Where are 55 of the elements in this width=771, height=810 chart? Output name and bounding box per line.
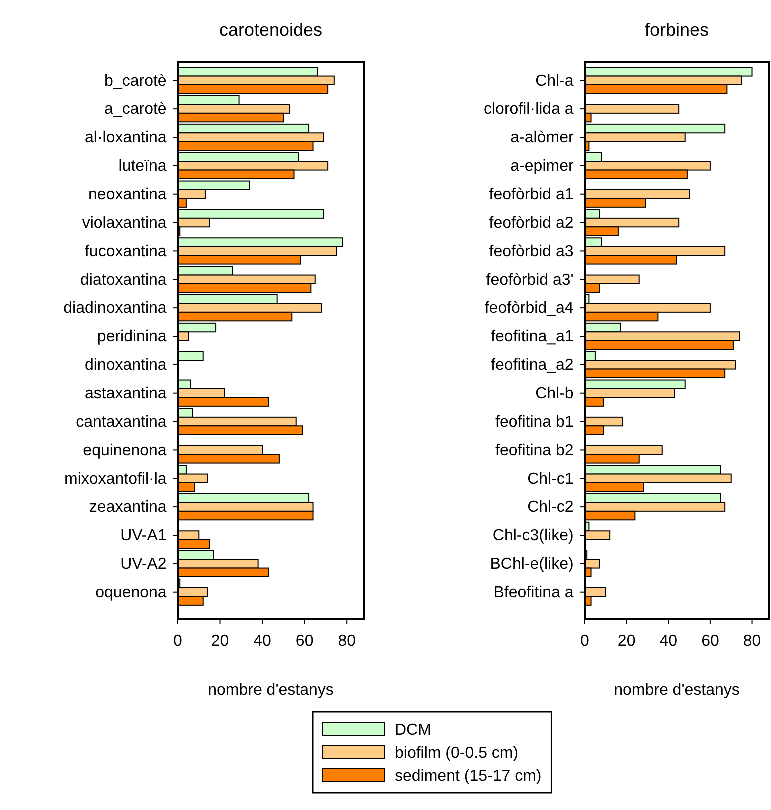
legend-label: DCM bbox=[395, 722, 432, 739]
y-tick-label: feofitina_a2 bbox=[491, 357, 574, 374]
y-tick-label: feofòrbid a3 bbox=[489, 243, 574, 260]
y-tick-label: feofòrbid a3' bbox=[486, 272, 574, 289]
legend-label: biofilm (0-0.5 cm) bbox=[395, 745, 519, 762]
x-tick-label: 40 bbox=[660, 633, 678, 650]
y-tick-label: diadinoxantina bbox=[64, 300, 167, 318]
y-tick-label: zeaxantina bbox=[89, 499, 167, 516]
y-tick-label: luteïna bbox=[118, 158, 167, 176]
y-tick-label: feofitina b2 bbox=[496, 442, 574, 460]
y-tick-label: BChl-e(like) bbox=[490, 556, 574, 574]
y-tick-label: a-alòmer bbox=[510, 130, 574, 147]
y-tick-label: a_carotè bbox=[104, 101, 167, 118]
chart-title: carotenoides bbox=[219, 20, 323, 40]
y-tick-label: al·loxantina bbox=[84, 130, 167, 147]
y-tick-label: feofòrbid a2 bbox=[489, 214, 574, 232]
y-tick-label: diatoxantina bbox=[80, 272, 167, 289]
x-tick-label: 60 bbox=[702, 633, 720, 650]
y-tick-label: Bfeofitina a bbox=[494, 584, 574, 602]
chart-title: forbines bbox=[644, 20, 710, 40]
x-tick-label: 60 bbox=[296, 633, 314, 650]
y-tick-label: clorofil·lida a bbox=[484, 101, 574, 118]
y-tick-label: cantaxantina bbox=[76, 414, 167, 431]
y-tick-label: UV-A2 bbox=[120, 556, 167, 574]
y-tick-label: fucoxantina bbox=[84, 243, 167, 260]
y-tick-label: Chl-a bbox=[536, 72, 574, 90]
y-tick-label: oquenona bbox=[96, 584, 167, 602]
y-tick-label: Chl-c2 bbox=[528, 499, 574, 516]
y-tick-label: UV-A1 bbox=[120, 528, 167, 545]
x-tick-label: 20 bbox=[211, 633, 230, 650]
x-tick-label: 40 bbox=[254, 633, 272, 650]
x-tick-label: 80 bbox=[338, 633, 356, 650]
x-tick-label: 0 bbox=[580, 633, 590, 650]
y-tick-label: peridinina bbox=[97, 328, 167, 346]
x-tick-label: 20 bbox=[618, 633, 636, 650]
y-tick-label: dinoxantina bbox=[84, 357, 167, 374]
y-tick-label: equinenona bbox=[83, 442, 167, 460]
y-tick-label: Chl-c1 bbox=[528, 470, 574, 488]
x-axis-title: nombre d'estanys bbox=[614, 682, 740, 699]
y-tick-label: neoxantina bbox=[88, 186, 167, 204]
y-tick-label: feofòrbid_a4 bbox=[484, 300, 574, 318]
x-tick-label: 80 bbox=[743, 633, 762, 650]
x-axis-title: nombre d'estanys bbox=[208, 682, 334, 699]
y-tick-label: astaxantina bbox=[84, 385, 167, 402]
y-tick-label: violaxantina bbox=[82, 214, 167, 232]
legend-label: sediment (15-17 cm) bbox=[395, 768, 542, 785]
x-tick-label: 0 bbox=[174, 633, 183, 650]
y-tick-label: b_carotè bbox=[104, 72, 167, 90]
y-tick-label: feofitina_a1 bbox=[491, 328, 574, 346]
y-tick-label: feofòrbid a1 bbox=[489, 186, 574, 204]
y-tick-label: feofitina b1 bbox=[496, 414, 574, 431]
y-tick-label: Chl-c3(like) bbox=[492, 528, 574, 545]
y-tick-label: mixoxantofil·la bbox=[64, 470, 167, 488]
y-tick-label: Chl-b bbox=[536, 385, 574, 402]
y-tick-label: a-epimer bbox=[510, 158, 574, 176]
